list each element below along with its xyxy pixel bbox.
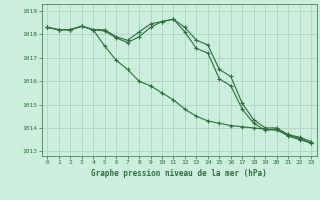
X-axis label: Graphe pression niveau de la mer (hPa): Graphe pression niveau de la mer (hPa) xyxy=(91,169,267,178)
